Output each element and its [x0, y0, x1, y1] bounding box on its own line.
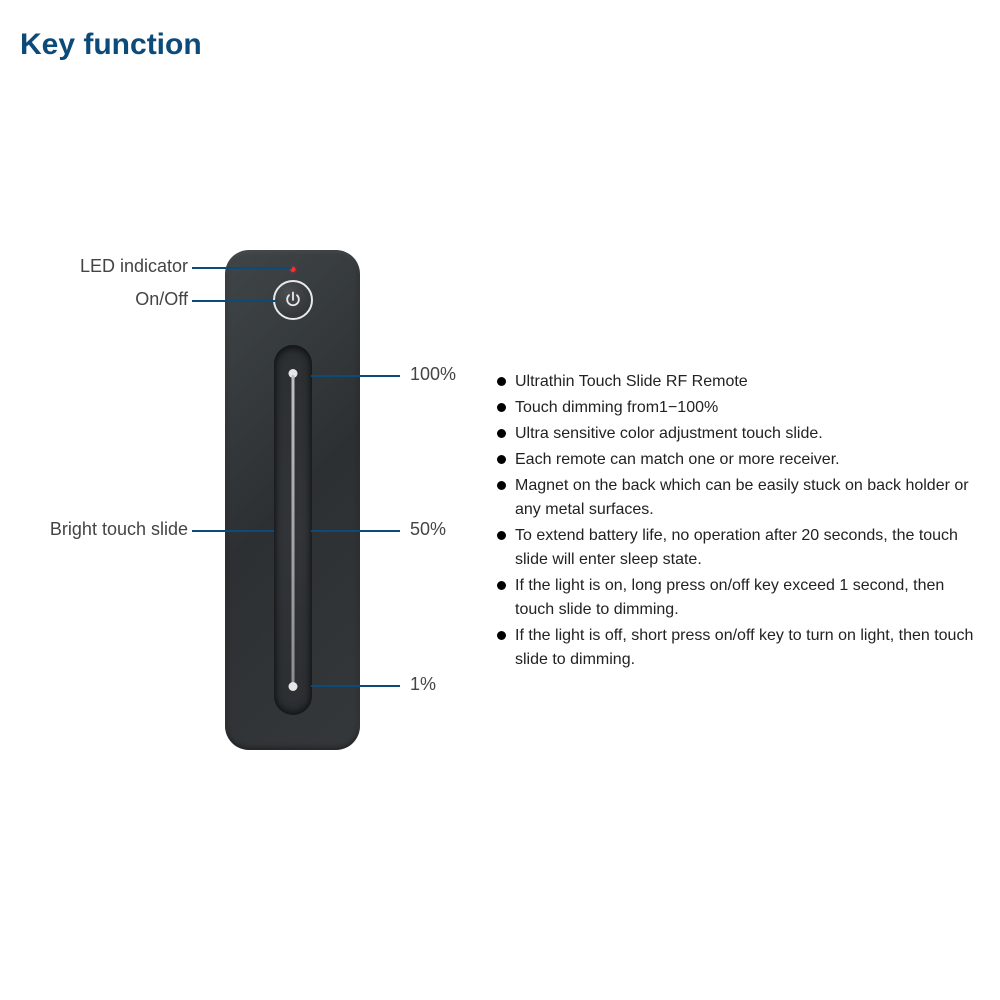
feature-item: To extend battery life, no operation aft…	[495, 524, 980, 572]
leader-slide	[192, 530, 274, 532]
feature-item: Touch dimming from1−100%	[495, 396, 980, 420]
label-led: LED indicator	[60, 256, 188, 277]
leader-1	[311, 685, 400, 687]
leader-50	[311, 530, 400, 532]
slide-dot-bottom	[288, 682, 297, 691]
leader-onoff	[192, 300, 277, 302]
feature-item: Each remote can match one or more receiv…	[495, 448, 980, 472]
feature-item: Ultrathin Touch Slide RF Remote	[495, 370, 980, 394]
power-button[interactable]	[273, 280, 313, 320]
page-title: Key function	[20, 28, 202, 62]
leader-100	[311, 375, 400, 377]
label-100: 100%	[410, 364, 456, 385]
remote-body	[225, 250, 360, 750]
label-50: 50%	[410, 519, 446, 540]
power-icon	[283, 290, 303, 310]
slide-track	[291, 375, 294, 685]
feature-list: Ultrathin Touch Slide RF Remote Touch di…	[495, 370, 980, 674]
feature-item: If the light is on, long press on/off ke…	[495, 574, 980, 622]
touch-slide-groove[interactable]	[274, 345, 312, 715]
leader-led	[192, 267, 292, 269]
feature-item: Magnet on the back which can be easily s…	[495, 474, 980, 522]
feature-item: Ultra sensitive color adjustment touch s…	[495, 422, 980, 446]
label-slide: Bright touch slide	[20, 519, 188, 540]
feature-item: If the light is off, short press on/off …	[495, 624, 980, 672]
label-1: 1%	[410, 674, 436, 695]
label-onoff: On/Off	[60, 289, 188, 310]
